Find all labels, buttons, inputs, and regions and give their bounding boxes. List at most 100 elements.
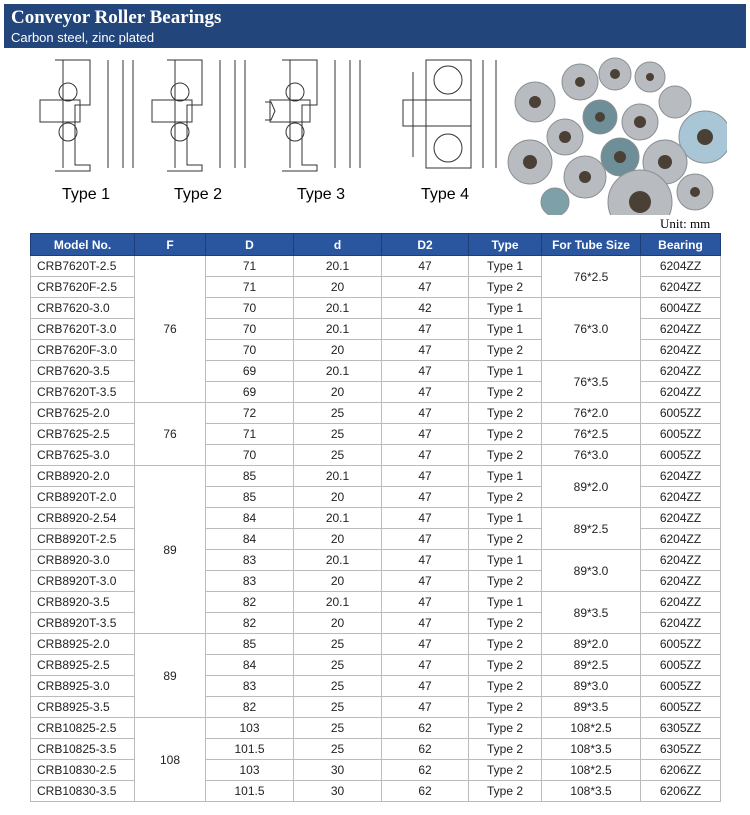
column-header: Model No.	[30, 233, 135, 256]
type-2-drawing	[151, 59, 246, 172]
model-cell: CRB8925-3.0	[30, 675, 135, 697]
bearing-cell: 6204ZZ	[640, 549, 721, 571]
page-subtitle: Carbon steel, zinc plated	[11, 30, 155, 45]
d-outer-cell: 83	[205, 570, 294, 592]
d-inner-cell: 25	[293, 633, 382, 655]
d2-cell: 47	[381, 591, 469, 613]
type-cell: Type 2	[468, 738, 542, 760]
product-photo	[507, 57, 727, 215]
tube-size-cell: 89*3.5	[541, 591, 641, 634]
d-outer-cell: 72	[205, 402, 294, 424]
d2-cell: 47	[381, 507, 469, 529]
d-outer-cell: 70	[205, 297, 294, 319]
type-cell: Type 1	[468, 297, 542, 319]
d-inner-cell: 20.1	[293, 297, 382, 319]
d2-cell: 62	[381, 780, 469, 802]
f-cell: 89	[134, 465, 206, 634]
table-row: CRB8920T-2.5 84 20 47 Type 2 6204ZZ	[30, 528, 721, 550]
model-cell: CRB7620T-2.5	[30, 255, 135, 277]
model-cell: CRB8925-2.5	[30, 654, 135, 676]
d2-cell: 47	[381, 465, 469, 487]
type-cell: Type 1	[468, 549, 542, 571]
type-cell: Type 1	[468, 255, 542, 277]
bearing-cell: 6305ZZ	[640, 717, 721, 739]
table-row: CRB7620T-3.0 70 20.1 47 Type 1 6204ZZ	[30, 318, 721, 340]
bearing-cell: 6005ZZ	[640, 696, 721, 718]
type-1-label: Type 1	[62, 186, 111, 203]
d-inner-cell: 25	[293, 696, 382, 718]
tube-size-cell: 76*3.5	[541, 360, 641, 403]
table-row: CRB8925-2.5 84 25 47 Type 2 89*2.5 6005ZZ	[30, 654, 721, 676]
table-row: CRB8920-2.54 84 20.1 47 Type 1 89*2.5 6204ZZ	[30, 507, 721, 550]
bearing-cell: 6204ZZ	[640, 612, 721, 634]
table-row: CRB7620T-2.5 76 71 20.1 47 Type 1 76*2.5 6204ZZ	[30, 255, 721, 403]
type-cell: Type 2	[468, 486, 542, 508]
column-header: For Tube Size	[541, 233, 641, 256]
d2-cell: 42	[381, 297, 469, 319]
d2-cell: 47	[381, 339, 469, 361]
d-outer-cell: 71	[205, 255, 294, 277]
d-outer-cell: 70	[205, 444, 294, 466]
d2-cell: 47	[381, 486, 469, 508]
d2-cell: 47	[381, 318, 469, 340]
model-cell: CRB10825-2.5	[30, 717, 135, 739]
d-outer-cell: 71	[205, 423, 294, 445]
model-cell: CRB7620-3.0	[30, 297, 135, 319]
d-inner-cell: 20.1	[293, 549, 382, 571]
bearing-cell: 6206ZZ	[640, 759, 721, 781]
d2-cell: 47	[381, 528, 469, 550]
d-inner-cell: 20.1	[293, 255, 382, 277]
table-row: CRB8925-3.5 82 25 47 Type 2 89*3.5 6005ZZ	[30, 696, 721, 718]
d-outer-cell: 83	[205, 675, 294, 697]
bearing-cell: 6204ZZ	[640, 276, 721, 298]
bearing-cell: 6005ZZ	[640, 654, 721, 676]
table-row: CRB10825-2.5 108 103 25 62 Type 2 108*2.5 6305Z…	[30, 717, 721, 802]
d-inner-cell: 20.1	[293, 507, 382, 529]
bearing-cell: 6004ZZ	[640, 297, 721, 319]
model-cell: CRB7620T-3.5	[30, 381, 135, 403]
d-outer-cell: 103	[205, 759, 294, 781]
type-4-drawing	[402, 59, 497, 169]
d2-cell: 62	[381, 717, 469, 739]
bearing-cell: 6204ZZ	[640, 255, 721, 277]
unit-label: Unit: mm	[660, 216, 711, 231]
bearing-cell: 6204ZZ	[640, 486, 721, 508]
d2-cell: 47	[381, 402, 469, 424]
d-inner-cell: 30	[293, 759, 382, 781]
type-4-label: Type 4	[421, 186, 470, 203]
type-cell: Type 2	[468, 528, 542, 550]
model-cell: CRB8920T-2.0	[30, 486, 135, 508]
model-cell: CRB7625-3.0	[30, 444, 135, 466]
type-cell: Type 2	[468, 759, 542, 781]
type-cell: Type 1	[468, 360, 542, 382]
model-cell: CRB8920-2.54	[30, 507, 135, 529]
d-inner-cell: 25	[293, 423, 382, 445]
f-cell: 76	[134, 255, 206, 403]
d-outer-cell: 70	[205, 318, 294, 340]
bearing-cell: 6204ZZ	[640, 381, 721, 403]
bearing-cell: 6204ZZ	[640, 570, 721, 592]
d-inner-cell: 30	[293, 780, 382, 802]
d-outer-cell: 69	[205, 360, 294, 382]
tube-size-cell: 76*2.0	[541, 402, 641, 424]
type-cell: Type 1	[468, 318, 542, 340]
tube-size-cell: 76*3.0	[541, 444, 641, 466]
tube-size-cell: 108*3.5	[541, 780, 641, 802]
f-cell: 108	[134, 717, 206, 802]
d2-cell: 47	[381, 612, 469, 634]
table-row: CRB10830-2.5 103 30 62 Type 2 108*2.5 6206ZZ	[30, 759, 721, 781]
model-cell: CRB10825-3.5	[30, 738, 135, 760]
d-inner-cell: 25	[293, 717, 382, 739]
d2-cell: 47	[381, 444, 469, 466]
d2-cell: 47	[381, 360, 469, 382]
d2-cell: 47	[381, 675, 469, 697]
table-row: CRB7620-3.5 69 20.1 47 Type 1 76*3.5 6204ZZ	[30, 360, 721, 403]
d-outer-cell: 82	[205, 591, 294, 613]
d-outer-cell: 70	[205, 339, 294, 361]
d2-cell: 62	[381, 738, 469, 760]
d-outer-cell: 85	[205, 486, 294, 508]
tube-size-cell: 76*2.5	[541, 423, 641, 445]
d-outer-cell: 85	[205, 633, 294, 655]
bearing-cell: 6204ZZ	[640, 465, 721, 487]
